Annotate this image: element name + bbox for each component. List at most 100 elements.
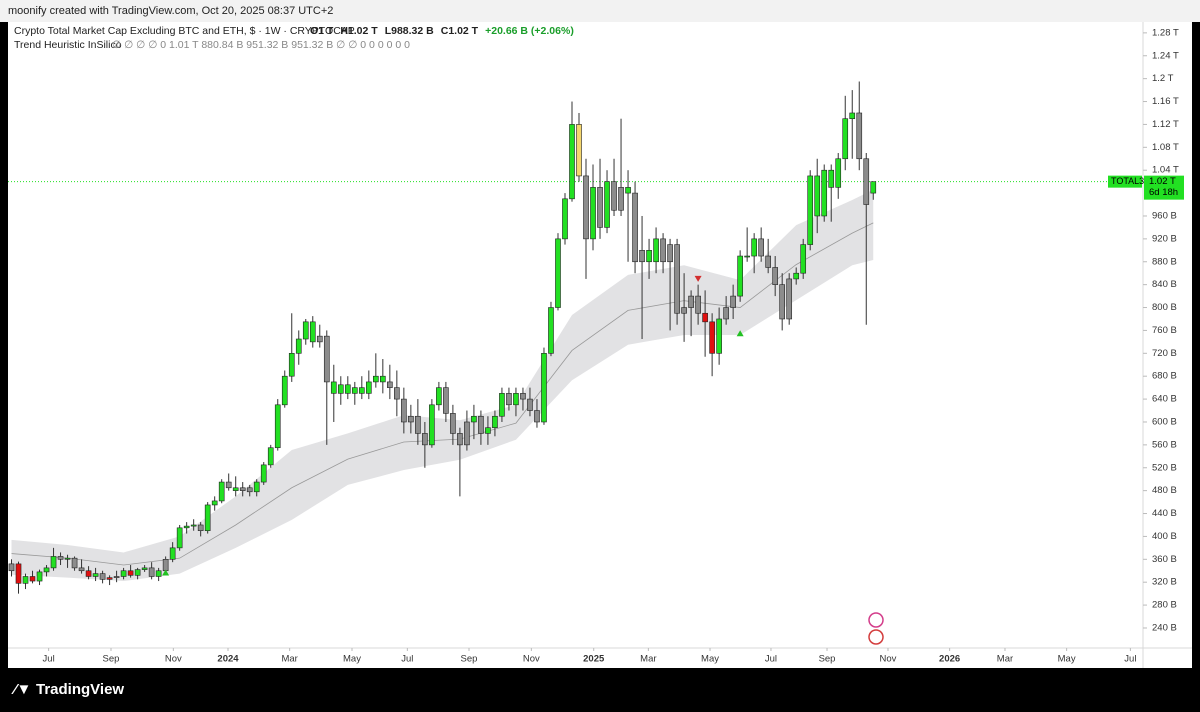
candle-body — [211, 500, 218, 506]
candle-body — [85, 570, 92, 577]
candle-body — [702, 312, 708, 323]
y-tick-label: 680 B — [1152, 371, 1177, 382]
x-tick-label: May — [343, 654, 361, 665]
candle-body — [50, 556, 57, 569]
candle-body — [744, 255, 750, 258]
candle-body — [323, 335, 330, 383]
chart-title: Crypto Total Market Cap Excluding BTC an… — [14, 25, 355, 37]
candle-body — [8, 563, 15, 572]
candle-body — [330, 381, 337, 394]
x-tick-label: Mar — [281, 654, 297, 665]
candle-body — [78, 567, 85, 572]
candle-body — [365, 381, 372, 394]
brand-logo: ⁄▼ — [11, 681, 31, 698]
y-tick-label: 520 B — [1152, 462, 1177, 473]
candle-body — [807, 175, 814, 245]
y-tick-label: 640 B — [1152, 394, 1177, 405]
candle-body — [302, 321, 309, 340]
ohlc-value: C1.02 T — [441, 25, 479, 37]
candle-body — [499, 393, 505, 417]
y-tick-label: 800 B — [1152, 302, 1177, 313]
signal-marker — [736, 330, 744, 337]
candle-body — [562, 198, 568, 240]
symbol-label: TOTAL3 — [1111, 176, 1144, 186]
candle-body — [709, 321, 715, 354]
candle-body — [260, 464, 267, 483]
candle-body — [604, 181, 610, 228]
y-tick-label: 720 B — [1152, 348, 1177, 359]
ohlc-values: O1 T H1.02 T L988.32 B C1.02 T +20.66 B (+2.… — [310, 25, 574, 37]
credit: moonify created with TradingView.com, Oc… — [8, 5, 333, 17]
candle-body — [625, 187, 631, 194]
candle-body — [597, 187, 603, 228]
candle-body — [176, 527, 183, 549]
candle-body — [29, 576, 36, 582]
candle-body — [380, 375, 386, 383]
ohlc-value: H1.02 T — [340, 25, 378, 37]
candle-body — [618, 187, 624, 211]
y-tick-label: 1.24 T — [1152, 50, 1179, 61]
candle-body — [232, 487, 239, 491]
candle-body — [821, 169, 828, 217]
brand: TradingView — [36, 681, 124, 698]
candle-body — [828, 169, 835, 188]
x-tick-label: Jul — [765, 654, 777, 665]
candle-body — [394, 387, 400, 400]
candle-body — [43, 567, 50, 573]
candle-body — [814, 175, 821, 217]
candle-body — [541, 353, 547, 423]
x-tick-label: Jul — [1124, 654, 1136, 665]
candle-body — [583, 175, 589, 240]
price-label: 1.02 T — [1149, 176, 1176, 187]
y-tick-label: 360 B — [1152, 554, 1177, 565]
candle-body — [478, 415, 484, 434]
y-tick-label: 400 B — [1152, 531, 1177, 542]
plot: 240 B 280 B 320 B 360 B 400 B 440 B 480 B 520 B… — [8, 27, 1184, 665]
candle-body — [429, 404, 435, 446]
candle-body — [800, 244, 807, 274]
x-tick-label: Mar — [997, 654, 1013, 665]
ohlc-value: L988.32 B — [385, 25, 434, 37]
candle-body — [141, 567, 148, 570]
candle-body — [57, 556, 64, 560]
event-icon[interactable] — [868, 612, 884, 628]
countdown: 6d 18h — [1149, 187, 1178, 198]
indicator-name: Trend Heuristic InSilico — [14, 39, 122, 51]
candle-body — [688, 295, 694, 308]
y-tick-label: 240 B — [1152, 622, 1177, 633]
y-tick-label: 760 B — [1152, 325, 1177, 336]
signal-marker — [162, 569, 170, 576]
candle-body — [569, 124, 575, 200]
candle-body — [590, 187, 596, 240]
candle-body — [253, 481, 260, 493]
candle-body — [344, 384, 351, 394]
trend-band — [11, 189, 874, 582]
y-tick-label: 1.2 T — [1152, 73, 1174, 84]
y-tick-label: 1.04 T — [1152, 165, 1179, 176]
candle-body — [534, 410, 540, 423]
candle-body — [162, 559, 169, 572]
candle-body — [611, 181, 617, 211]
candle-body — [758, 238, 764, 257]
symbol-label-box — [1108, 175, 1142, 188]
candle-body — [387, 381, 393, 388]
candle-body — [183, 525, 190, 529]
y-tick-label: 320 B — [1152, 577, 1177, 588]
price-label-box — [1144, 175, 1184, 200]
y-tick-label: 600 B — [1152, 416, 1177, 427]
candle-body — [730, 295, 736, 308]
x-tick-label: Nov — [523, 654, 540, 665]
candle-body — [765, 255, 771, 268]
candle-body — [576, 124, 582, 177]
candle-body — [632, 192, 638, 263]
candle-body — [401, 398, 407, 423]
event-icon[interactable] — [868, 629, 884, 645]
candle-body — [408, 415, 414, 423]
candle-body — [309, 321, 316, 343]
x-tick-label: 2024 — [217, 654, 239, 665]
candle-body — [351, 387, 358, 394]
x-tick-label: May — [1058, 654, 1076, 665]
x-tick-label: Sep — [103, 654, 120, 665]
candle-body — [555, 238, 561, 308]
candle-body — [274, 404, 281, 449]
